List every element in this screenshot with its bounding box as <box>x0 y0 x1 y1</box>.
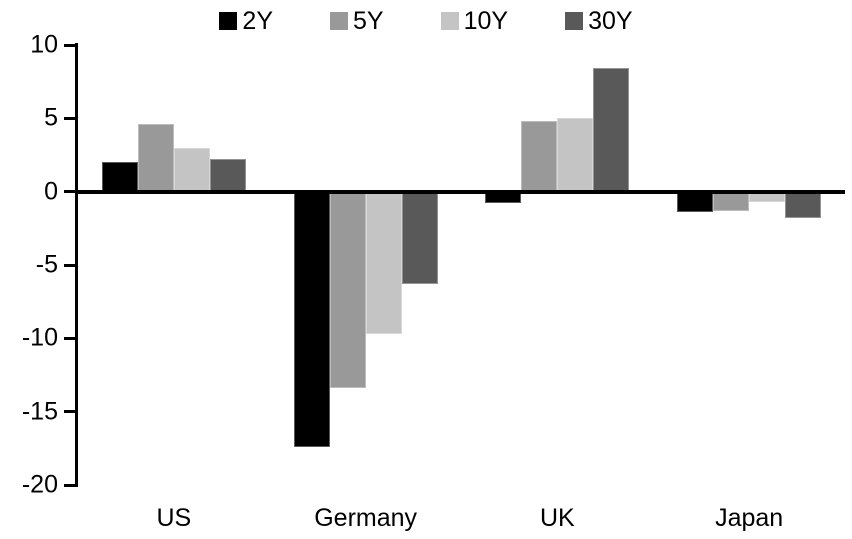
legend-swatch-10y-icon <box>440 12 459 30</box>
legend-label-5y: 5Y <box>353 7 384 35</box>
y-axis-tick-label: -15 <box>21 397 58 426</box>
legend-label-30y: 30Y <box>588 7 633 35</box>
x-axis-label-germany: Germany <box>314 504 418 532</box>
y-axis-tick-label: -5 <box>35 250 58 279</box>
bar-us-10y <box>173 147 210 192</box>
bar-us-5y <box>137 124 174 192</box>
y-axis-tick-label: 0 <box>44 177 58 206</box>
legend-label-10y: 10Y <box>463 7 509 35</box>
legend-swatch-30y-icon <box>565 12 584 30</box>
bar-uk-10y <box>557 118 594 192</box>
y-axis-tick <box>64 263 75 267</box>
bar-japan-10y <box>749 191 786 202</box>
bar-japan-30y <box>785 191 822 219</box>
legend-item-10y: 10Y <box>440 7 509 35</box>
y-axis-tick <box>64 43 75 47</box>
bar-japan-5y <box>713 191 750 211</box>
zero-baseline-line <box>75 189 845 194</box>
bar-germany-2y <box>293 191 330 447</box>
bar-germany-10y <box>365 191 402 334</box>
x-axis-label-us: US <box>156 504 192 532</box>
legend-swatch-2y-icon <box>219 12 238 30</box>
legend-item-30y: 30Y <box>565 7 633 35</box>
y-axis-tick-label: -10 <box>21 323 58 352</box>
bar-germany-30y <box>401 191 438 285</box>
legend-label-2y: 2Y <box>242 7 274 35</box>
y-axis-tick <box>64 483 75 487</box>
bar-uk-5y <box>521 121 558 192</box>
y-axis-line <box>75 43 78 487</box>
bar-germany-5y <box>329 191 366 389</box>
legend-item-5y: 5Y <box>330 7 384 35</box>
bar-japan-2y <box>677 191 714 213</box>
y-axis-tick <box>64 190 75 194</box>
bar-us-2y <box>101 162 138 192</box>
legend-swatch-5y-icon <box>330 12 349 30</box>
y-axis-tick <box>64 336 75 340</box>
bar-uk-30y <box>593 68 630 192</box>
bar-uk-2y <box>485 191 522 204</box>
bar-us-30y <box>209 159 246 192</box>
y-axis-tick-label: 10 <box>30 30 58 59</box>
x-axis-label-uk: UK <box>540 504 575 532</box>
y-axis-tick-label: -20 <box>21 470 58 499</box>
y-axis-tick <box>64 116 75 120</box>
x-axis-label-japan: Japan <box>715 504 784 532</box>
chart-legend: 2Y 5Y 10Y 30Y <box>0 6 852 36</box>
y-axis-tick <box>64 410 75 414</box>
y-axis-tick-label: 5 <box>44 103 58 132</box>
legend-item-2y: 2Y <box>219 7 273 35</box>
